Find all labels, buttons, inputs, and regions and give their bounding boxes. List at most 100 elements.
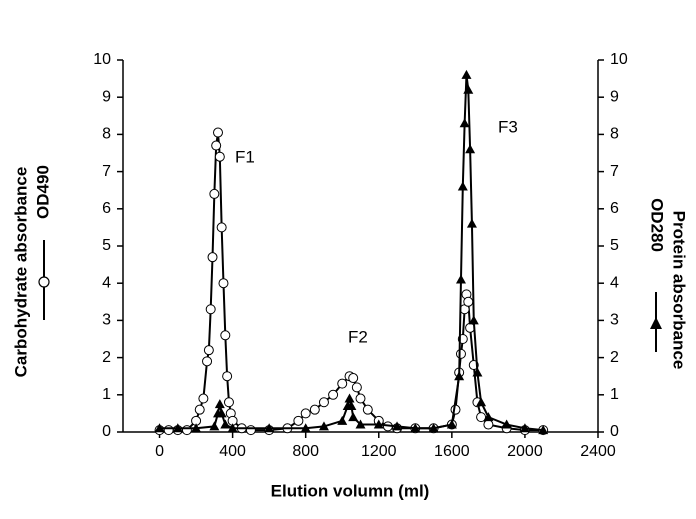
marker bbox=[216, 222, 227, 233]
marker bbox=[346, 400, 357, 410]
annotation: F3 bbox=[498, 117, 518, 136]
marker bbox=[337, 415, 348, 425]
marker bbox=[220, 330, 231, 341]
legend-label: OD490 bbox=[33, 165, 52, 219]
marker bbox=[483, 412, 494, 422]
marker bbox=[209, 421, 220, 431]
marker bbox=[348, 373, 359, 384]
marker bbox=[457, 181, 468, 191]
marker bbox=[318, 421, 329, 431]
marker bbox=[428, 423, 439, 433]
marker bbox=[373, 419, 384, 429]
y-tick-label: 2 bbox=[102, 349, 111, 366]
marker bbox=[223, 397, 234, 408]
marker bbox=[203, 345, 214, 356]
y2-tick-label: 5 bbox=[610, 237, 619, 254]
marker bbox=[344, 393, 355, 403]
x-tick-label: 0 bbox=[155, 443, 164, 460]
marker bbox=[483, 419, 494, 430]
marker bbox=[154, 423, 165, 433]
y-tick-label: 4 bbox=[102, 274, 111, 291]
marker bbox=[348, 412, 359, 422]
marker bbox=[466, 218, 477, 228]
marker bbox=[410, 423, 421, 433]
y2-tick-label: 10 bbox=[610, 51, 628, 68]
marker bbox=[501, 419, 512, 429]
x-tick-label: 1200 bbox=[361, 443, 397, 460]
marker bbox=[309, 404, 320, 415]
series-line bbox=[159, 132, 544, 432]
marker bbox=[211, 140, 222, 151]
marker bbox=[459, 118, 470, 128]
marker bbox=[454, 371, 465, 381]
marker bbox=[214, 399, 225, 409]
marker bbox=[205, 304, 216, 315]
y-tick-label: 0 bbox=[102, 423, 111, 440]
y2-tick-label: 9 bbox=[610, 88, 619, 105]
y2-tick-label: 2 bbox=[610, 349, 619, 366]
marker bbox=[337, 378, 348, 389]
marker bbox=[455, 274, 466, 284]
marker bbox=[463, 296, 474, 307]
marker bbox=[463, 84, 474, 94]
marker bbox=[351, 382, 362, 393]
marker bbox=[476, 412, 487, 423]
marker bbox=[218, 278, 229, 289]
x-tick-label: 800 bbox=[292, 443, 319, 460]
y-tick-label: 3 bbox=[102, 312, 111, 329]
y-tick-label: 5 bbox=[102, 237, 111, 254]
y2-tick-label: 6 bbox=[610, 200, 619, 217]
marker bbox=[222, 371, 233, 382]
y-axis-label: Carbohydrate absorbance bbox=[11, 167, 30, 378]
marker bbox=[472, 367, 483, 377]
annotation: F2 bbox=[348, 327, 368, 346]
marker bbox=[468, 315, 479, 325]
marker bbox=[392, 421, 403, 431]
legend-symbol bbox=[38, 240, 50, 320]
marker bbox=[476, 397, 487, 407]
marker bbox=[202, 356, 213, 367]
annotation: F1 bbox=[235, 147, 255, 166]
marker bbox=[213, 127, 223, 138]
y2-axis-label: Protein absorbance bbox=[670, 211, 689, 370]
marker bbox=[216, 408, 227, 418]
marker bbox=[191, 423, 202, 433]
marker bbox=[264, 423, 275, 433]
y2-tick-label: 0 bbox=[610, 423, 619, 440]
y2-tick-label: 4 bbox=[610, 274, 619, 291]
marker bbox=[227, 423, 238, 433]
marker bbox=[318, 397, 329, 408]
y-tick-label: 7 bbox=[102, 163, 111, 180]
y-tick-label: 6 bbox=[102, 200, 111, 217]
marker bbox=[355, 419, 366, 429]
marker bbox=[214, 151, 225, 162]
y-tick-label: 8 bbox=[102, 126, 111, 143]
marker bbox=[300, 408, 311, 419]
marker bbox=[181, 425, 192, 436]
x-axis-label: Elution volumn (ml) bbox=[271, 481, 430, 500]
marker bbox=[293, 415, 304, 426]
y-tick-label: 9 bbox=[102, 88, 111, 105]
marker bbox=[461, 69, 472, 79]
marker bbox=[519, 423, 530, 433]
x-tick-label: 2400 bbox=[580, 443, 616, 460]
x-tick-label: 400 bbox=[219, 443, 246, 460]
marker bbox=[163, 425, 174, 436]
marker bbox=[198, 393, 209, 404]
marker bbox=[465, 144, 476, 154]
legend-label: OD280 bbox=[648, 198, 667, 252]
marker bbox=[362, 404, 373, 415]
marker bbox=[328, 389, 339, 400]
marker bbox=[538, 425, 549, 435]
marker bbox=[209, 188, 220, 199]
legend-symbol bbox=[650, 292, 662, 352]
y-tick-label: 10 bbox=[93, 51, 111, 68]
x-tick-label: 2000 bbox=[507, 443, 543, 460]
marker bbox=[300, 423, 311, 433]
marker bbox=[220, 419, 231, 429]
y2-tick-label: 7 bbox=[610, 163, 619, 180]
y2-tick-label: 8 bbox=[610, 126, 619, 143]
y-tick-label: 1 bbox=[102, 386, 111, 403]
x-tick-label: 1600 bbox=[434, 443, 470, 460]
